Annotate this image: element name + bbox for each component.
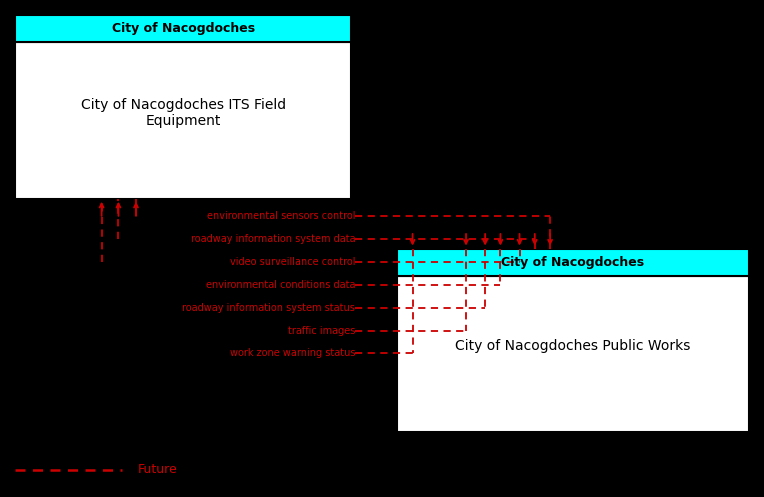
Text: City of Nacogdoches ITS Field
Equipment: City of Nacogdoches ITS Field Equipment (81, 97, 286, 128)
Text: roadway information system status: roadway information system status (183, 303, 355, 313)
Text: environmental conditions data: environmental conditions data (206, 280, 355, 290)
Bar (15, 15, 351, 42)
Bar (397, 248, 749, 276)
Bar (15, 42, 351, 199)
Bar (397, 276, 749, 432)
Text: City of Nacogdoches: City of Nacogdoches (501, 255, 645, 269)
Text: video surveillance control: video surveillance control (230, 257, 355, 267)
Text: Future: Future (138, 463, 177, 476)
Text: roadway information system data: roadway information system data (191, 234, 355, 244)
Text: City of Nacogdoches Public Works: City of Nacogdoches Public Works (455, 339, 691, 353)
Text: environmental sensors control: environmental sensors control (207, 211, 355, 221)
Text: traffic images: traffic images (288, 326, 355, 335)
Text: City of Nacogdoches: City of Nacogdoches (112, 22, 255, 35)
Text: work zone warning status: work zone warning status (230, 348, 355, 358)
